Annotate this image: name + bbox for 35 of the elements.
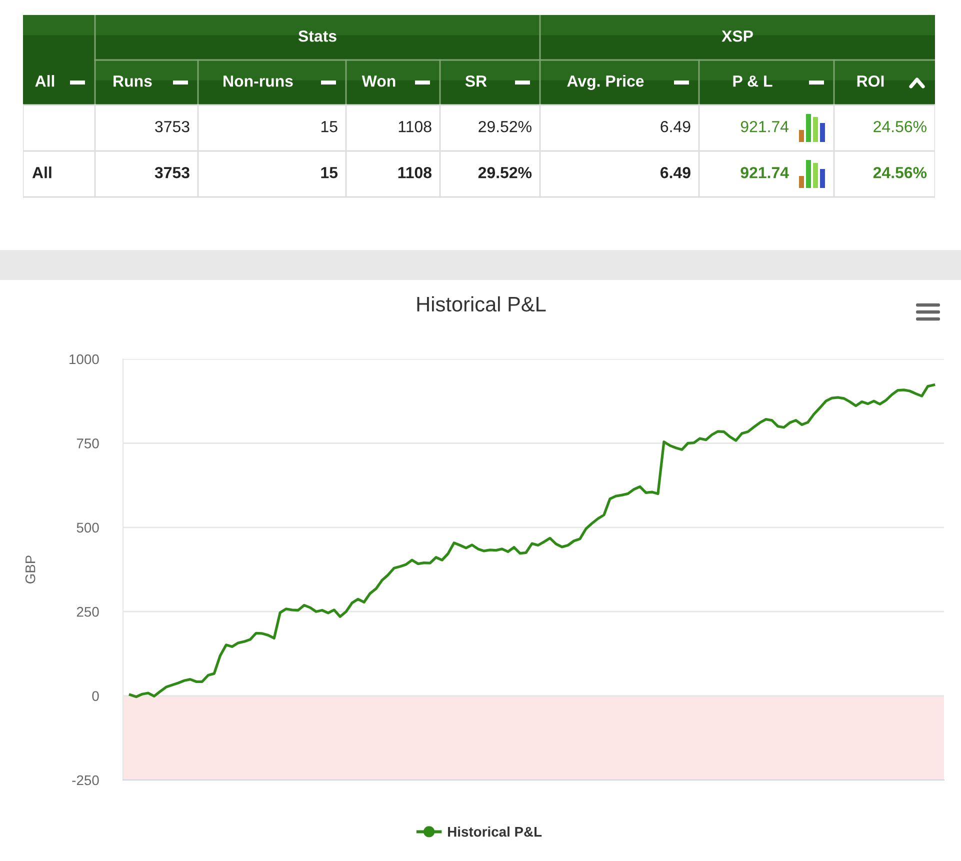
line-series — [128, 384, 936, 698]
category-label: All — [35, 75, 54, 87]
y-tick-label: 750 — [76, 438, 99, 448]
chart-title: Historical P&L — [417, 296, 546, 312]
y-tick-label: 0 — [92, 691, 99, 701]
category-label: SR — [465, 75, 487, 87]
text: 921.74 — [740, 166, 789, 178]
text: 3753 — [154, 166, 190, 178]
y-tick-label: -250 — [72, 775, 99, 786]
text: 24.56% — [873, 166, 927, 178]
legend-label: Historical P&L — [448, 826, 542, 837]
text: Stats — [298, 30, 336, 42]
text: 29.52% — [478, 166, 532, 178]
text: 921.74 — [740, 120, 789, 132]
text: 3753 — [155, 120, 190, 132]
y-tick-label: 1000 — [70, 354, 99, 364]
category-label: P & L — [733, 76, 772, 87]
category-label: All — [32, 166, 52, 178]
y-tick-label: 500 — [76, 522, 99, 533]
text: 29.52% — [478, 120, 532, 132]
text: 24.56% — [874, 120, 926, 132]
category-label: ROI — [857, 75, 884, 87]
text: 6.49 — [660, 166, 690, 178]
category-label: Runs — [114, 76, 152, 87]
category-label: Non-runs — [224, 76, 293, 87]
text: 15 — [321, 121, 338, 132]
text: XSP — [722, 30, 753, 42]
text: 1108 — [398, 120, 432, 132]
y-axis-title: GBP — [25, 556, 36, 584]
text: 6.49 — [660, 120, 690, 132]
category-label: Won — [362, 76, 396, 87]
text: 1108 — [398, 166, 432, 178]
category-label: Avg. Price — [567, 75, 644, 90]
y-tick-label: 250 — [76, 606, 99, 617]
text: 15 — [321, 167, 338, 178]
